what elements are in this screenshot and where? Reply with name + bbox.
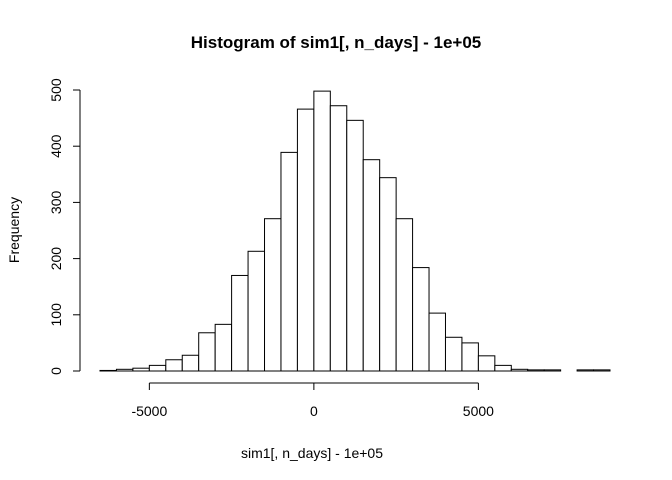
x-tick-label: 5000 [463, 403, 494, 419]
y-tick-label: 100 [48, 303, 64, 327]
y-tick-label: 500 [48, 78, 64, 102]
histogram-bar [296, 108, 315, 372]
bars-group [99, 90, 611, 372]
histogram-bar [428, 312, 446, 372]
histogram-bar [115, 368, 134, 372]
y-tick-label: 200 [48, 247, 64, 271]
histogram-bar [132, 367, 150, 372]
histogram-bar [412, 267, 430, 372]
x-axis-title: sim1[, n_days] - 1e+05 [241, 445, 383, 461]
histogram-bar [510, 368, 529, 372]
y-tick-label: 400 [48, 134, 64, 158]
histogram-bar [280, 151, 298, 372]
histogram-bar [461, 342, 479, 372]
histogram-bar [198, 332, 216, 372]
x-tick-label: -5000 [131, 403, 167, 419]
histogram-bar [313, 90, 331, 372]
histogram-bar [395, 218, 414, 372]
histogram-bar [527, 369, 545, 372]
histogram-bar [181, 354, 200, 372]
histogram-bar [379, 177, 397, 372]
y-tick-label: 0 [48, 367, 64, 375]
histogram-bar [214, 323, 233, 372]
histogram-bar [148, 364, 167, 372]
histogram-bar [543, 369, 562, 372]
x-ticks-group: -5000 0 5000 [131, 383, 494, 419]
histogram-bar [99, 369, 117, 372]
histogram-bar [593, 369, 611, 372]
x-tick-label: 0 [310, 403, 318, 419]
y-ticks-group: 0 100 200 300 400 500 [48, 78, 80, 375]
chart-title: Histogram of sim1[, n_days] - 1e+05 [191, 33, 482, 52]
histogram-bar [494, 364, 512, 372]
histogram-bar [165, 359, 183, 372]
histogram-bar [477, 355, 496, 372]
histogram-bar [362, 159, 381, 372]
y-tick-label: 300 [48, 191, 64, 215]
histogram-bar [576, 369, 595, 372]
y-axis-title: Frequency [6, 197, 22, 263]
histogram-bar [264, 218, 282, 372]
histogram-bar [247, 250, 266, 372]
histogram-bar [346, 119, 364, 372]
histogram-bar [329, 105, 348, 372]
histogram-bar [444, 336, 463, 372]
histogram-bar [231, 274, 249, 372]
